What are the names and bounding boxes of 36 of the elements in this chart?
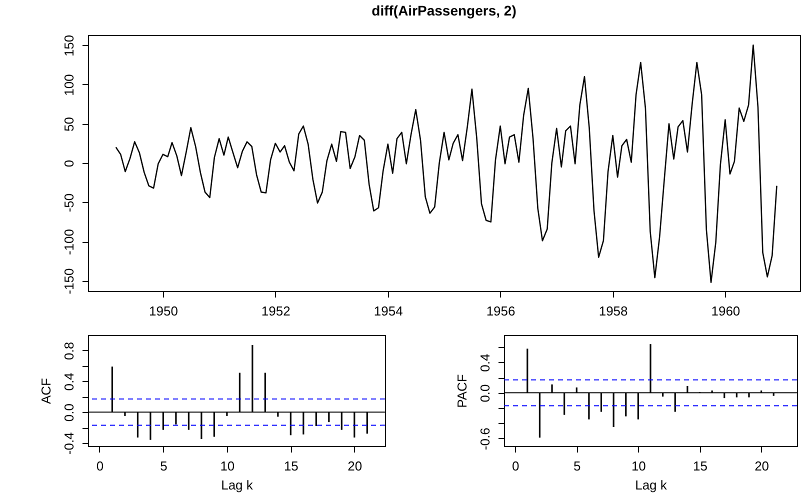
- x-axis-title: Lag k: [635, 478, 668, 492]
- x-tick-label: 1956: [486, 304, 516, 318]
- x-tick-label: 5: [574, 458, 581, 474]
- y-tick-label: 0.0: [478, 384, 492, 402]
- x-tick-label: 10: [220, 458, 235, 474]
- line-series: [115, 44, 778, 284]
- x-tick-label: 15: [693, 458, 708, 474]
- y-tick-label: 0.4: [478, 354, 492, 372]
- y-tick-label: 0.8: [62, 342, 76, 360]
- y-tick-label: 50: [62, 117, 76, 132]
- x-tick-label: 5: [160, 458, 168, 474]
- y-axis-title: PACF: [454, 374, 470, 408]
- x-tick-label: 0: [96, 458, 104, 474]
- y-tick-label: 0.0: [62, 404, 76, 422]
- y-tick-label: -0.4: [62, 432, 76, 455]
- y-tick-label: -0.6: [478, 428, 492, 450]
- x-tick-label: 1960: [711, 304, 740, 318]
- x-tick-label: 20: [754, 458, 770, 474]
- y-tick-label: 0.4: [62, 372, 76, 391]
- y-tick-label: -150: [62, 268, 76, 294]
- y-tick-label: 100: [62, 74, 76, 96]
- y-tick-label: -100: [62, 229, 76, 256]
- x-axis-title: Lag k: [221, 478, 254, 492]
- x-tick-label: 1950: [149, 304, 178, 318]
- x-tick-label: 1958: [598, 304, 628, 318]
- x-tick-label: 0: [512, 458, 520, 474]
- y-tick-label: 150: [62, 34, 76, 57]
- x-tick-label: 15: [284, 458, 298, 474]
- x-tick-label: 10: [631, 458, 646, 474]
- chart-title: diff(AirPassengers, 2): [372, 2, 516, 18]
- x-tick-label: 1952: [261, 304, 290, 318]
- y-tick-label: -50: [62, 193, 76, 212]
- y-axis-title: ACF: [38, 378, 54, 404]
- x-tick-label: 20: [348, 458, 362, 474]
- x-tick-label: 1954: [374, 304, 403, 318]
- y-tick-label: 0: [62, 160, 76, 168]
